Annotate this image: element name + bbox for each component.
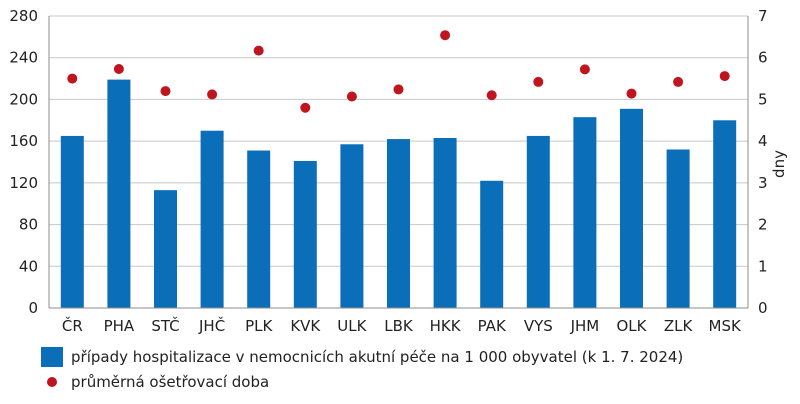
right-tick-label: 5	[758, 90, 768, 108]
dot	[626, 88, 637, 99]
category-labels: ČR PHA STČ JHČ PLK KVK ULK LBK HKK PAK VYS JHM OLK ZL…	[62, 316, 742, 335]
right-tick-label: 3	[758, 174, 768, 192]
category-label: ZLK	[664, 317, 694, 335]
right-tick-label: 0	[758, 299, 768, 317]
category-label: HKK	[430, 317, 462, 335]
left-tick-label: 200	[9, 90, 38, 108]
dot	[440, 30, 451, 41]
bar	[713, 120, 737, 309]
category-label: LBK	[384, 317, 414, 335]
dot	[533, 76, 544, 87]
dot	[67, 73, 78, 84]
legend-dot-swatch	[47, 377, 57, 387]
category-label: MSK	[709, 317, 742, 335]
dot	[719, 71, 730, 82]
bar	[340, 144, 364, 308]
dot	[253, 45, 264, 56]
left-tick-labels: 0 40 80 120 160 200 240 280	[9, 7, 38, 317]
left-tick-label: 160	[9, 132, 38, 150]
category-label: OLK	[617, 317, 648, 335]
right-tick-labels: 0 1 2 3 4 5 6 7	[758, 7, 768, 317]
dot	[346, 91, 357, 102]
category-label: ČR	[62, 316, 83, 335]
bar	[60, 135, 84, 308]
left-tick-label: 0	[28, 299, 38, 317]
category-label: KVK	[290, 317, 321, 335]
left-tick-label: 280	[9, 7, 38, 25]
bar	[293, 160, 317, 308]
right-tick-label: 6	[758, 49, 768, 67]
category-label: VYS	[524, 317, 553, 335]
category-label: JHČ	[198, 316, 225, 335]
dot	[486, 90, 497, 101]
right-tick-label: 2	[758, 216, 768, 234]
bars	[60, 79, 737, 309]
bar	[573, 117, 597, 309]
right-tick-label: 4	[758, 132, 768, 150]
category-label: PLK	[245, 317, 273, 335]
dots	[67, 30, 730, 113]
dot	[207, 89, 218, 100]
bar	[480, 180, 504, 308]
dot	[673, 76, 684, 87]
axes	[48, 16, 749, 309]
left-tick-label: 120	[9, 174, 38, 192]
dot	[160, 86, 171, 97]
left-tick-label: 40	[19, 257, 38, 275]
legend-bar-swatch	[41, 347, 63, 367]
right-axis-label: dny	[770, 150, 788, 178]
category-label: STČ	[151, 316, 179, 335]
bar	[154, 190, 177, 308]
dot	[113, 63, 124, 74]
bar	[200, 130, 224, 308]
category-label: PHA	[104, 317, 135, 335]
bar	[433, 138, 457, 308]
left-tick-label: 240	[9, 49, 38, 67]
right-tick-label: 1	[758, 257, 768, 275]
bar	[620, 108, 643, 308]
legend-bar-label: případy hospitalizace v nemocnicích akut…	[71, 348, 683, 366]
legend-dot-label: průměrná ošetřovací doba	[71, 373, 269, 391]
bar	[666, 149, 690, 308]
category-label: PAK	[478, 317, 507, 335]
dot	[579, 64, 590, 75]
category-label: ULK	[337, 317, 367, 335]
dot	[300, 102, 311, 113]
bar	[247, 150, 271, 308]
legend: případy hospitalizace v nemocnicích akut…	[41, 347, 683, 391]
dot	[393, 84, 404, 95]
bar	[526, 135, 550, 308]
bar	[107, 79, 131, 308]
right-tick-label: 7	[758, 7, 768, 25]
category-label: JHM	[570, 317, 600, 335]
bar	[387, 139, 410, 308]
left-tick-label: 80	[19, 216, 38, 234]
